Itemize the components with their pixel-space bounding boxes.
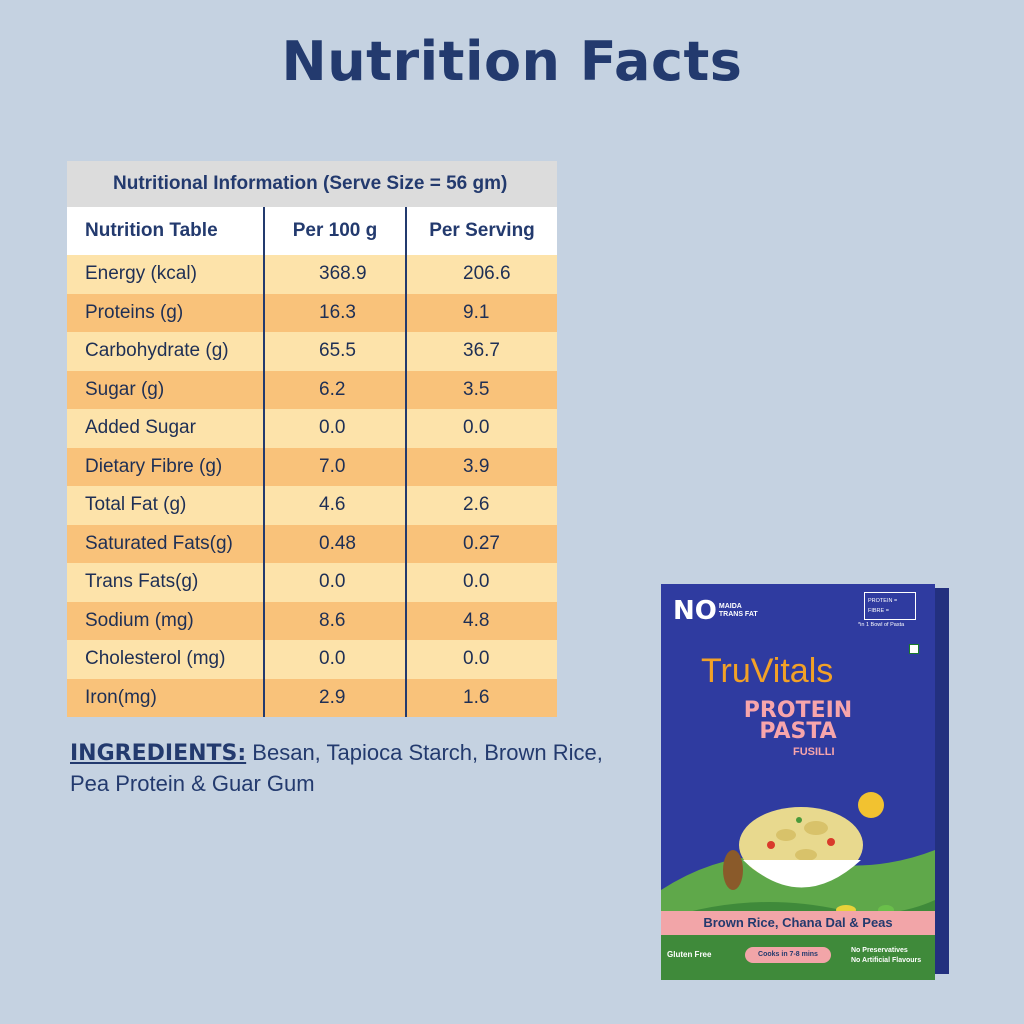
per-serving-value: 3.9 (405, 447, 557, 486)
table-row: Sugar (g) 6.2 3.5 (67, 370, 557, 409)
protein-fibre-box: PROTEIN = FIBRE = (864, 592, 916, 620)
product-box: NO MAIDA TRANS FAT PROTEIN = FIBRE = *in… (661, 584, 949, 980)
no-maida-badge: NO MAIDA TRANS FAT (673, 596, 758, 626)
per-serving-value: 0.0 (405, 409, 557, 448)
product-name-line2: PASTA (759, 719, 837, 744)
header-per-100g: Per 100 g (263, 207, 405, 255)
per-serving-value: 1.6 (405, 678, 557, 717)
nutrient-name: Added Sugar (85, 417, 196, 438)
gluten-free-label: Gluten Free (667, 950, 712, 959)
per-100g-value: 368.9 (263, 255, 405, 294)
table-row: Dietary Fibre (g) 7.0 3.9 (67, 447, 557, 486)
ingredients-text: Besan, Tapioca Starch, Brown Rice, Pea P… (70, 740, 603, 796)
fibre-label: FIBRE = (868, 608, 889, 614)
table-caption: Nutritional Information (Serve Size = 56… (67, 161, 557, 207)
per-100g-value: 7.0 (263, 447, 405, 486)
table-row: Trans Fats(g) 0.0 0.0 (67, 563, 557, 602)
nutrient-name: Sugar (g) (85, 378, 165, 400)
nutrition-table: Nutritional Information (Serve Size = 56… (67, 161, 557, 717)
table-row: Energy (kcal) 368.9 206.6 (67, 255, 557, 294)
table-row: Sodium (mg) 8.6 4.8 (67, 601, 557, 640)
per-serving-value: 9.1 (405, 293, 557, 332)
per-100g-value: 2.9 (263, 678, 405, 717)
table-row: Iron(mg) 2.9 1.6 (67, 678, 557, 717)
box-side-panel (935, 588, 949, 974)
ingredients: INGREDIENTS: Besan, Tapioca Starch, Brow… (70, 738, 630, 799)
table-row: Carbohydrate (g) 65.5 36.7 (67, 332, 557, 371)
box-front-panel: NO MAIDA TRANS FAT PROTEIN = FIBRE = *in… (661, 584, 935, 980)
table-row: Total Fat (g) 4.6 2.6 (67, 486, 557, 525)
header-per-serving: Per Serving (405, 207, 557, 255)
per-100g-value: 8.6 (263, 601, 405, 640)
flavour-strip: Brown Rice, Chana Dal & Peas (661, 911, 935, 935)
table-row: Added Sugar 0.0 0.0 (67, 409, 557, 448)
nutrient-name: Carbohydrate (g) (85, 340, 229, 361)
claim-no-artificial-flavours: No Artificial Flavours (851, 957, 922, 964)
no-item-maida: MAIDA (718, 603, 742, 610)
nutrient-name: Total Fat (g) (85, 494, 187, 515)
ingredients-label: INGREDIENTS: (70, 741, 247, 766)
nutrient-name: Sodium (mg) (85, 609, 194, 631)
per-serving-value: 0.0 (405, 563, 557, 602)
table-row: Saturated Fats(g) 0.48 0.27 (67, 524, 557, 563)
product-variant: FUSILLI (793, 746, 835, 758)
nutrient-name: Proteins (g) (85, 301, 184, 323)
bowl-note: *in 1 Bowl of Pasta (858, 622, 905, 628)
per-100g-value: 16.3 (263, 293, 405, 332)
claim-no-preservatives: No Preservatives (851, 947, 908, 954)
per-serving-value: 4.8 (405, 601, 557, 640)
per-100g-value: 6.2 (263, 370, 405, 409)
cook-time-badge: Cooks in 7-8 mins (745, 947, 831, 963)
per-100g-value: 0.48 (263, 524, 405, 563)
nutrient-name: Cholesterol (mg) (85, 648, 226, 669)
per-serving-value: 0.27 (405, 524, 557, 563)
protein-label: PROTEIN = (868, 598, 898, 604)
per-serving-value: 0.0 (405, 640, 557, 679)
per-100g-value: 0.0 (263, 640, 405, 679)
per-100g-value: 0.0 (263, 409, 405, 448)
per-100g-value: 65.5 (263, 332, 405, 371)
table-header-row: Nutrition Table Per 100 g Per Serving (67, 207, 557, 255)
page-title: Nutrition Facts (281, 30, 743, 93)
nutrient-name: Iron(mg) (85, 686, 157, 708)
nutrient-name: Energy (kcal) (85, 263, 197, 284)
no-label: NO (673, 596, 717, 626)
product-name: PROTEIN PASTA (661, 698, 935, 744)
per-100g-value: 0.0 (263, 563, 405, 602)
table-row: Proteins (g) 16.3 9.1 (67, 293, 557, 332)
header-nutrient: Nutrition Table (85, 220, 218, 241)
per-serving-value: 36.7 (405, 332, 557, 371)
product-name-line1: PROTEIN (743, 698, 853, 723)
claims: No Preservatives No Artificial Flavours (851, 946, 921, 966)
per-100g-value: 4.6 (263, 486, 405, 525)
nutrient-name: Saturated Fats(g) (85, 532, 233, 554)
nutrient-name: Trans Fats(g) (85, 571, 199, 592)
veg-mark-icon (909, 644, 919, 654)
per-serving-value: 2.6 (405, 486, 557, 525)
brand-logo: TruVitals (701, 652, 834, 690)
per-serving-value: 3.5 (405, 370, 557, 409)
table-row: Cholesterol (mg) 0.0 0.0 (67, 640, 557, 679)
nutrient-name: Dietary Fibre (g) (85, 455, 223, 477)
no-item-transfat: TRANS FAT (718, 611, 758, 618)
per-serving-value: 206.6 (405, 255, 557, 294)
